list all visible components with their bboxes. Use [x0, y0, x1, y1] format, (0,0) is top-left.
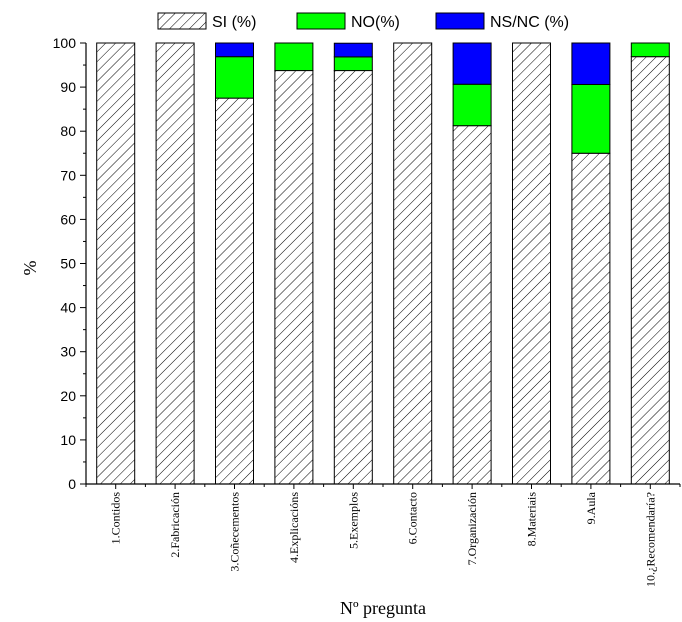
bar-segment-3-series-3: [216, 43, 254, 57]
bar-segment-10-series-2: [631, 43, 669, 57]
x-tick-label: 2.Fabricación: [168, 492, 182, 558]
y-tick-label: 60: [60, 211, 76, 227]
x-tick-label: 7.Organización: [465, 492, 479, 565]
y-tick-label: 100: [53, 35, 77, 51]
bar-segment-8-series-1: [513, 43, 551, 484]
y-tick-label: 50: [60, 256, 76, 272]
bar-segment-9-series-2: [572, 84, 610, 153]
y-axis-label: %: [20, 261, 40, 276]
bar-segment-5-series-1: [334, 71, 372, 484]
bar-segment-2-series-1: [156, 43, 194, 484]
bar-segment-3-series-2: [216, 57, 254, 98]
bar-segment-9-series-3: [572, 43, 610, 84]
bar-segment-10-series-1: [631, 57, 669, 484]
y-tick-label: 30: [60, 344, 76, 360]
x-tick-label: 4.Explicacións: [287, 492, 301, 563]
y-tick-label: 20: [60, 388, 76, 404]
x-tick-label: 3.Coñecementos: [228, 492, 242, 572]
bar-segment-4-series-1: [275, 71, 313, 484]
x-tick-label: 6.Contacto: [406, 492, 420, 544]
y-tick-label: 10: [60, 432, 76, 448]
bar-segment-5-series-3: [334, 43, 372, 57]
bar-segment-7-series-1: [453, 126, 491, 484]
y-tick-label: 80: [60, 123, 76, 139]
legend: SI (%) NO(%) NS/NC (%): [158, 13, 569, 31]
legend-label-3: NS/NC (%): [490, 14, 569, 31]
legend-label-2: NO(%): [351, 14, 400, 31]
x-axis-label: Nº pregunta: [340, 598, 426, 618]
y-tick-label: 0: [68, 476, 76, 492]
x-tick-label: 5.Exemplos: [346, 492, 360, 549]
x-tick-label: 1.Contidos: [109, 492, 123, 545]
legend-swatch-3: [436, 13, 484, 29]
bar-segment-7-series-3: [453, 43, 491, 84]
y-tick-label: 90: [60, 79, 76, 95]
legend-swatch-2: [297, 13, 345, 29]
bar-segment-6-series-1: [394, 43, 432, 484]
bar-segment-3-series-1: [216, 98, 254, 484]
bar-segment-5-series-2: [334, 57, 372, 71]
x-tick-label: 9.Aula: [584, 491, 598, 524]
y-tick-label: 70: [60, 167, 76, 183]
bar-segment-1-series-1: [97, 43, 135, 484]
legend-swatch-1: [158, 13, 206, 29]
bar-segment-7-series-2: [453, 84, 491, 125]
legend-label-1: SI (%): [212, 14, 256, 31]
bar-segment-9-series-1: [572, 153, 610, 484]
y-tick-label: 40: [60, 300, 76, 316]
bar-segment-4-series-2: [275, 43, 313, 71]
x-tick-label: 8.Materiais: [525, 492, 539, 547]
x-tick-label: 10.¿Recomendaría?: [643, 492, 657, 587]
bars-group: [97, 43, 670, 484]
